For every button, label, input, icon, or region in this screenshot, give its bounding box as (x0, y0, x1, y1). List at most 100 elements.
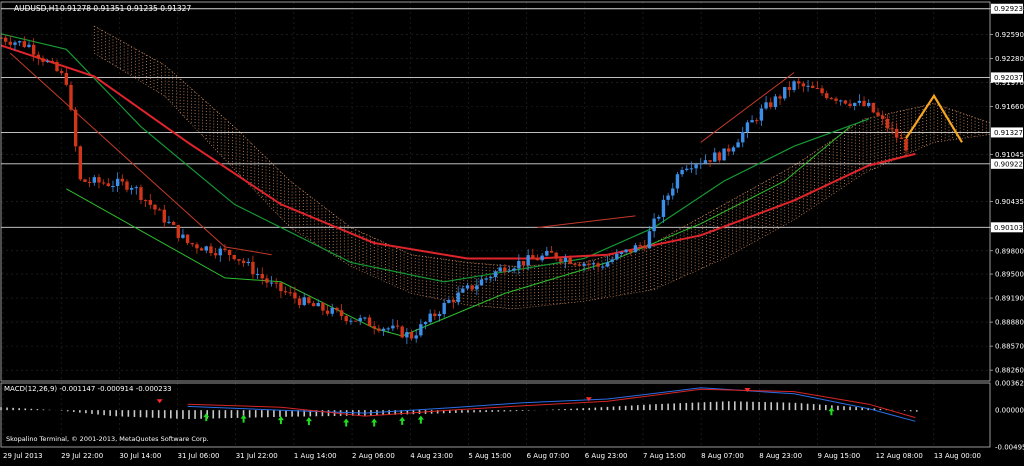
price-tick-label: 0.88880 (995, 319, 1024, 327)
candle-body (419, 324, 423, 336)
ma-red-line (0, 44, 916, 260)
candle-body (92, 177, 97, 183)
trend-line (537, 215, 636, 228)
candle-body (899, 137, 904, 140)
candle-body (367, 317, 372, 327)
candle-body (773, 96, 778, 108)
sell-arrow-icon (744, 388, 751, 392)
candle-body (36, 54, 41, 59)
candle-body (288, 292, 292, 294)
candle-body (643, 245, 647, 249)
candle-body (685, 168, 689, 170)
candle-body (652, 218, 656, 232)
macd-subwindow: MACD(12,26,9) -0.001147 -0.000914 -0.000… (0, 380, 1024, 452)
candle-body (549, 250, 554, 253)
sell-arrow-icon (156, 399, 163, 404)
candle-body (708, 160, 712, 162)
candle-body (577, 264, 582, 266)
candle-body (666, 195, 670, 200)
candle-body (563, 257, 568, 262)
candle-body (185, 234, 190, 244)
main-window-border (0, 1, 991, 382)
price-tick-label: 0.91970 (995, 79, 1024, 87)
level-price-box (991, 158, 1023, 169)
candle-body (27, 44, 31, 47)
candle-body (349, 320, 353, 322)
candle-body (372, 326, 376, 329)
candle-body (59, 71, 64, 73)
level-price-label: 0.90922 (994, 160, 1023, 168)
candle-body (50, 60, 55, 62)
buy-arrow-icon (203, 413, 210, 422)
candle-body (507, 270, 512, 272)
time-tick-label: 13 Aug 00:00 (934, 452, 981, 460)
candle-body (582, 263, 586, 266)
trend-line (402, 126, 851, 337)
candle-body (442, 302, 446, 314)
buy-arrow-icon (277, 416, 284, 425)
candle-body (139, 187, 143, 200)
price-tick-label: 0.89190 (995, 295, 1024, 303)
sell-arrow-icon (585, 397, 592, 402)
candle-body (633, 245, 638, 253)
candle-body (890, 128, 894, 130)
candle-body (106, 183, 110, 187)
price-tick-label: 0.91660 (995, 103, 1024, 111)
candle-body (465, 285, 470, 289)
candle-body (829, 98, 834, 100)
candle-body (661, 199, 666, 217)
candle-body (521, 260, 526, 266)
candle-body (755, 120, 759, 122)
candle-body (381, 328, 386, 331)
candle-body (619, 252, 624, 254)
candle-body (13, 42, 17, 45)
candle-body (190, 243, 194, 245)
candle-body (237, 259, 241, 261)
price-tick-label: 0.89500 (995, 271, 1024, 279)
candle-body (815, 87, 820, 89)
candle-body (498, 267, 502, 272)
candle-body (353, 320, 358, 322)
candle-body (8, 41, 13, 45)
candle-body (265, 278, 269, 283)
candle-body (171, 221, 176, 225)
candle-body (479, 279, 484, 286)
candle-body (302, 297, 306, 306)
price-tick-label: 0.88260 (995, 367, 1024, 375)
time-tick-label: 7 Aug 15:00 (643, 452, 686, 460)
candle-body (871, 102, 876, 113)
candle-body (167, 221, 171, 223)
candle-body (120, 178, 124, 182)
candle-body (722, 148, 726, 161)
candle-body (339, 310, 344, 317)
candle-body (227, 249, 232, 256)
time-tick-label: 8 Aug 23:00 (759, 452, 802, 460)
candle-body (736, 142, 740, 148)
candle-body (797, 81, 801, 84)
candle-body (615, 253, 619, 260)
candle-body (764, 102, 768, 109)
candle-body (750, 120, 754, 123)
candle-body (638, 245, 642, 247)
projection-line (905, 93, 963, 143)
ma-green-line (0, 33, 869, 283)
level-price-label: 0.91327 (994, 129, 1023, 137)
candle-body (451, 299, 456, 303)
candle-body (699, 163, 703, 165)
candle-body (55, 61, 59, 72)
candle-body (405, 332, 409, 338)
time-tick-label: 6 Aug 23:00 (585, 452, 628, 460)
candle-body (526, 255, 530, 266)
candle-body (428, 313, 432, 323)
candle-body (307, 297, 311, 304)
candle-body (31, 44, 36, 55)
candle-body (78, 146, 83, 180)
candle-body (904, 139, 908, 151)
candle-body (559, 258, 563, 262)
candle-body (843, 100, 848, 104)
candle-body (330, 307, 334, 314)
candle-body (806, 85, 810, 87)
macd-window-border (0, 382, 991, 448)
candle-body (647, 231, 652, 249)
